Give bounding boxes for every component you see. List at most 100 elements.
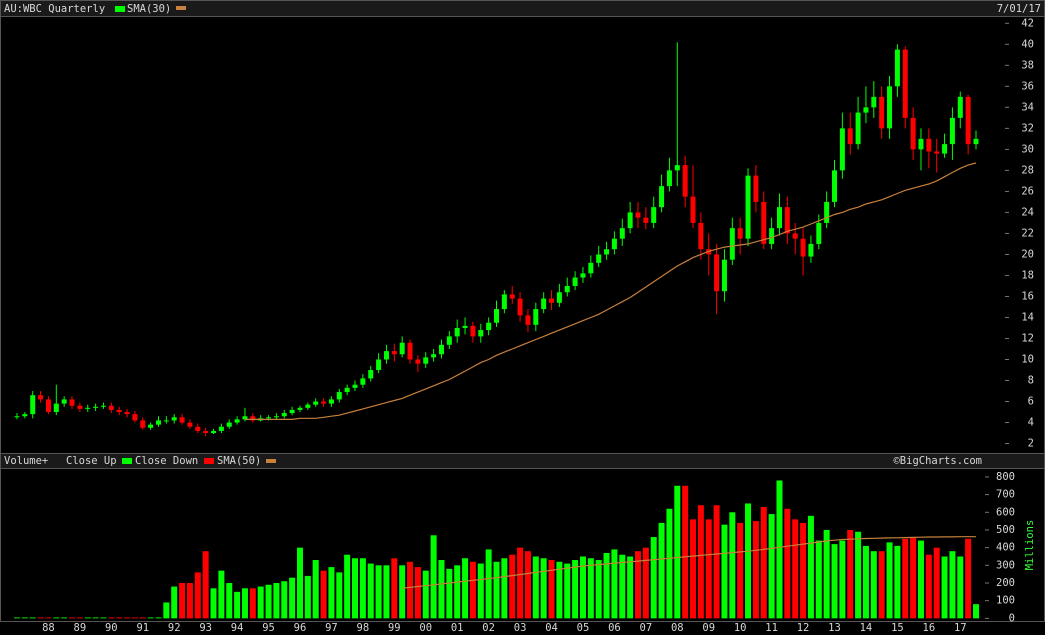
- candle-body: [816, 222, 822, 244]
- volume-bar: [100, 617, 107, 619]
- volume-bar: [336, 572, 343, 619]
- volume-bar: [792, 519, 799, 619]
- x-tick-label: 01: [451, 622, 464, 634]
- legend-swatch: [115, 6, 125, 12]
- volume-bar: [179, 583, 186, 619]
- legend-swatch: [266, 459, 276, 463]
- volume-bar: [414, 567, 421, 619]
- y-tick-label: 34: [1021, 101, 1034, 113]
- volume-title: Volume+: [4, 455, 48, 467]
- volume-bar: [116, 617, 123, 619]
- y-tick-label: 18: [1021, 269, 1034, 281]
- volume-bar: [359, 558, 366, 619]
- volume-bar: [957, 556, 964, 619]
- candle-body: [446, 336, 452, 345]
- candle-body: [761, 201, 767, 244]
- x-tick-label: 96: [294, 622, 307, 634]
- candle-body: [682, 165, 688, 197]
- volume-bar: [171, 586, 178, 619]
- legend-label: Close Up: [66, 455, 117, 467]
- volume-bar: [831, 544, 838, 619]
- y-tick-label: 32: [1021, 122, 1034, 134]
- volume-bar: [124, 617, 131, 619]
- y-tick-label: 30: [1021, 143, 1034, 155]
- volume-bar: [37, 617, 44, 619]
- candle-body: [698, 222, 704, 250]
- candle-body: [163, 420, 169, 422]
- candle-body: [85, 407, 91, 409]
- volume-bar: [375, 565, 382, 619]
- volume-bar: [611, 549, 618, 619]
- x-tick-label: 03: [514, 622, 527, 634]
- candle-body: [45, 399, 51, 413]
- legend-label: SMA(30): [127, 3, 171, 15]
- x-tick-label: 88: [42, 622, 55, 634]
- x-tick-label: 13: [828, 622, 841, 634]
- candle-body: [14, 416, 20, 418]
- candle-body: [627, 212, 633, 229]
- volume-bar: [784, 508, 791, 619]
- volume-bar: [603, 552, 610, 619]
- candle-body: [745, 175, 751, 239]
- candle-body: [226, 422, 232, 427]
- candle-body: [934, 151, 940, 154]
- volume-bar: [878, 551, 885, 619]
- x-tick-label: 89: [74, 622, 87, 634]
- candle-body: [376, 359, 382, 371]
- candle-body: [714, 254, 720, 292]
- y-tick-label: 200: [996, 577, 1015, 589]
- candle-body: [737, 228, 743, 239]
- volume-bar: [776, 480, 783, 619]
- volume-bar: [729, 512, 736, 619]
- volume-bar: [289, 577, 296, 619]
- volume-bar: [745, 503, 752, 619]
- volume-bar: [721, 524, 728, 619]
- volume-bar: [752, 521, 759, 619]
- volume-bar: [69, 617, 76, 619]
- volume-bar: [579, 556, 586, 619]
- candle-body: [659, 186, 665, 208]
- y-tick-label: 22: [1021, 227, 1034, 239]
- candle-body: [352, 384, 358, 388]
- volume-bar: [202, 551, 209, 619]
- candle-body: [643, 217, 649, 223]
- y-tick-label: 28: [1021, 164, 1034, 176]
- y-tick-label: 36: [1021, 80, 1034, 92]
- volume-bar: [894, 545, 901, 619]
- volume-bar: [147, 617, 154, 619]
- x-tick-label: 04: [545, 622, 558, 634]
- volume-bar: [462, 558, 469, 619]
- candle-body: [38, 395, 44, 400]
- candle-body: [431, 354, 437, 358]
- candle-body: [776, 207, 782, 229]
- candle-body: [533, 309, 539, 325]
- candle-body: [910, 117, 916, 150]
- volume-bar: [925, 554, 932, 619]
- volume-bar: [367, 563, 374, 619]
- legend-swatch: [122, 458, 132, 464]
- volume-bar: [108, 617, 115, 619]
- candle-body: [305, 404, 311, 408]
- volume-bar: [407, 561, 414, 619]
- candle-body: [729, 228, 735, 260]
- candle-body: [564, 285, 570, 293]
- candle-body: [140, 420, 146, 428]
- volume-bar: [634, 551, 641, 619]
- volume-bar: [194, 572, 201, 619]
- y-tick-label: 6: [1028, 396, 1034, 408]
- candle-body: [93, 406, 99, 408]
- volume-bar: [446, 568, 453, 619]
- candle-body: [957, 96, 963, 118]
- volume-bar: [422, 570, 429, 619]
- candle-body: [289, 409, 295, 414]
- candle-body: [973, 138, 979, 145]
- candle-body: [832, 170, 838, 202]
- volume-bar: [713, 505, 720, 619]
- candle-body: [879, 96, 885, 129]
- candle-body: [211, 430, 217, 434]
- candle-body: [855, 112, 861, 145]
- candle-body: [148, 424, 154, 428]
- candle-body: [651, 207, 657, 223]
